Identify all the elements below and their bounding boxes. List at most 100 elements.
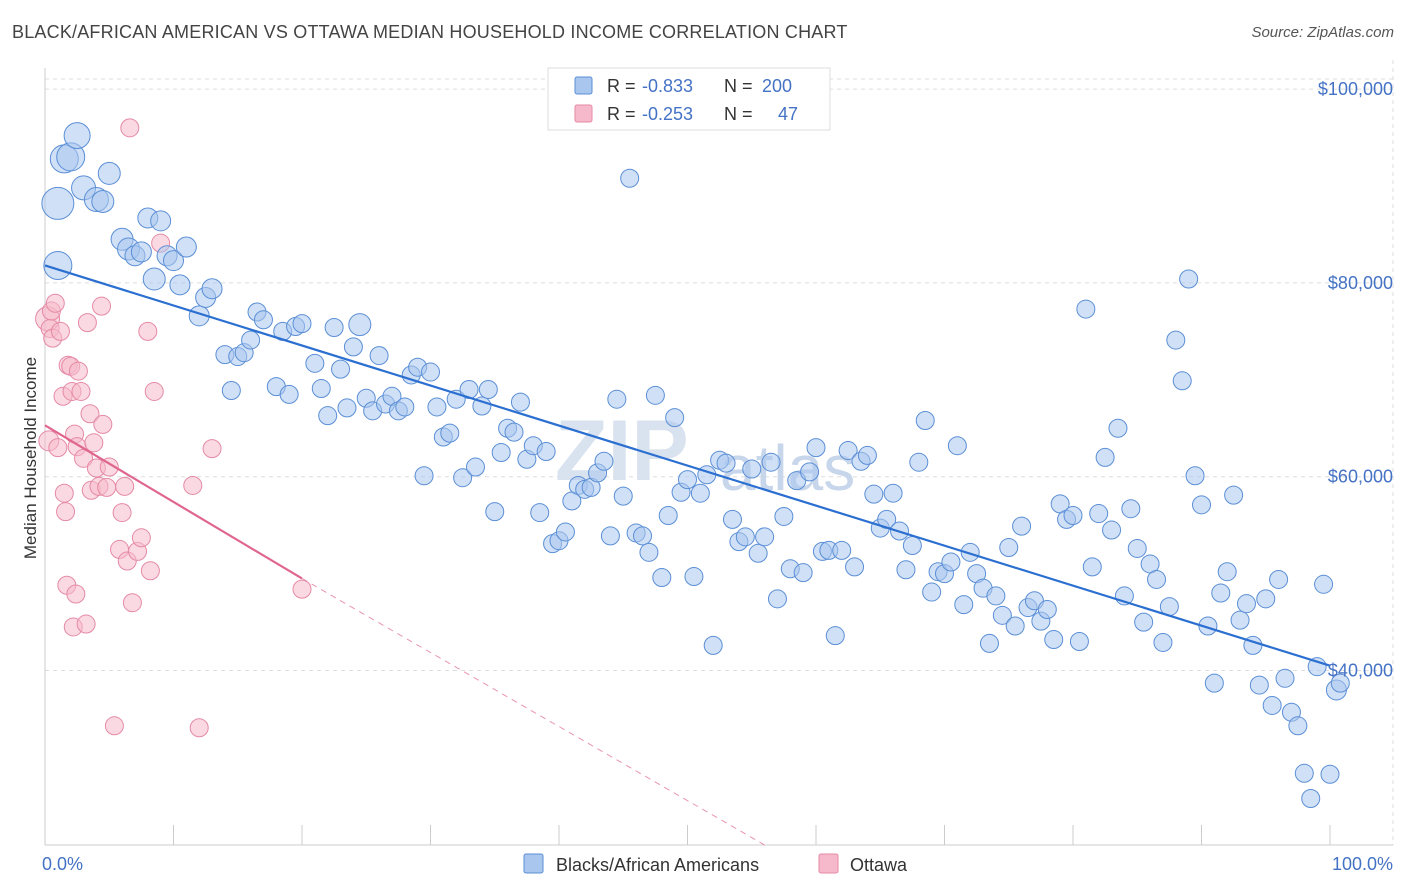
- blue-point-167: [1153, 632, 1173, 652]
- series-legend-label-blue: Blacks/African Americans: [556, 855, 759, 875]
- blue-point-144: [1005, 616, 1025, 636]
- pink-point-31: [97, 477, 117, 497]
- blue-point-86: [633, 526, 653, 546]
- pink-point-33: [104, 716, 124, 736]
- blue-point-1: [41, 186, 75, 220]
- blue-point-4: [63, 122, 91, 150]
- watermark-atlas: atlas: [720, 432, 855, 504]
- legend-r-label-2: R =: [607, 104, 636, 124]
- chart-title: BLACK/AFRICAN AMERICAN VS OTTAWA MEDIAN …: [12, 22, 848, 42]
- legend-box: [547, 67, 831, 131]
- blue-point-42: [348, 313, 372, 337]
- pink-point-38: [120, 118, 140, 138]
- blue-point-180: [1236, 594, 1256, 614]
- blue-point-100: [722, 509, 742, 529]
- legend-swatch-pink: [574, 104, 593, 123]
- blue-point-91: [665, 408, 685, 428]
- blue-point-29: [253, 310, 273, 330]
- pink-point-32: [99, 457, 119, 477]
- y-tick-label-0: $40,000: [1328, 661, 1393, 681]
- pink-point-29: [92, 296, 112, 316]
- blue-point-175: [1204, 673, 1224, 693]
- legend-swatch-blue: [574, 76, 593, 95]
- pink-point-43: [140, 561, 160, 581]
- blue-point-108: [774, 506, 794, 526]
- legend-r-value-1: -0.833: [642, 76, 693, 96]
- blue-point-63: [485, 502, 505, 522]
- blue-point-137: [960, 542, 980, 562]
- blue-point-22: [201, 278, 223, 300]
- blue-point-71: [536, 442, 556, 462]
- blue-point-182: [1249, 675, 1269, 695]
- blue-point-155: [1076, 299, 1096, 319]
- blue-point-104: [748, 543, 768, 563]
- blue-point-112: [800, 462, 820, 482]
- series-legend-swatch-pink: [818, 853, 839, 874]
- blue-point-54: [427, 397, 447, 417]
- pink-point-6: [48, 438, 68, 458]
- blue-point-164: [1134, 612, 1154, 632]
- pink-point-9: [54, 483, 74, 503]
- blue-point-82: [607, 389, 627, 409]
- blue-point-166: [1147, 569, 1167, 589]
- pink-point-5: [45, 293, 65, 313]
- y-tick-label-2: $80,000: [1328, 273, 1393, 293]
- blue-point-145: [1012, 516, 1032, 536]
- blue-point-121: [857, 445, 877, 465]
- blue-point-36: [311, 379, 331, 399]
- ottawa-points: [35, 118, 312, 738]
- blue-point-173: [1192, 495, 1211, 515]
- blue-point-118: [838, 441, 858, 461]
- pink-point-22: [76, 614, 96, 634]
- blue-point-15: [150, 210, 172, 232]
- pink-trend-line: [44, 424, 303, 580]
- pink-point-47: [189, 718, 209, 738]
- blue-point-140: [979, 633, 999, 653]
- pink-point-20: [71, 381, 91, 401]
- blue-point-153: [1063, 505, 1083, 525]
- trend-lines: [44, 264, 1331, 846]
- blue-point-172: [1185, 466, 1205, 486]
- blue-point-107: [767, 589, 787, 609]
- blue-point-116: [825, 626, 845, 646]
- blue-point-195: [1330, 673, 1350, 693]
- blue-point-90: [658, 505, 678, 525]
- blue-point-119: [845, 557, 865, 577]
- blue-point-149: [1037, 600, 1057, 619]
- blue-point-163: [1127, 538, 1147, 558]
- blue-point-60: [465, 457, 485, 477]
- blue-point-27: [241, 330, 261, 350]
- blue-point-56: [440, 423, 460, 443]
- x-tick-label-1: 100.0%: [1332, 854, 1393, 874]
- blue-point-157: [1089, 504, 1109, 524]
- blue-point-178: [1224, 485, 1244, 505]
- pink-point-10: [56, 502, 76, 522]
- legend-n-label-2: N =: [724, 104, 753, 124]
- blue-point-45: [369, 346, 389, 366]
- pink-point-19: [68, 361, 88, 381]
- pink-point-48: [202, 439, 222, 459]
- blue-point-64: [491, 443, 511, 462]
- blue-point-32: [279, 384, 299, 404]
- blue-point-111: [793, 563, 813, 583]
- correlation-legend: R = -0.833 N = 200 R = -0.253 N = 47: [547, 67, 831, 131]
- blue-point-53: [421, 362, 440, 382]
- blue-point-129: [909, 452, 929, 472]
- axes: [44, 68, 1393, 846]
- blue-point-97: [703, 635, 723, 655]
- blue-point-89: [652, 568, 672, 588]
- series-legend: Blacks/African Americans Ottawa: [523, 853, 908, 875]
- legend-r-value-2: -0.253: [642, 104, 693, 124]
- blue-point-176: [1211, 583, 1231, 603]
- pink-trend-extension: [301, 578, 765, 846]
- blue-point-171: [1179, 269, 1199, 289]
- legend-n-value-1: 200: [762, 76, 792, 96]
- blue-point-131: [922, 582, 942, 602]
- blue-point-136: [954, 595, 974, 615]
- blue-point-159: [1102, 520, 1122, 540]
- blue-point-113: [806, 438, 826, 458]
- legend-r-label-1: R =: [607, 76, 636, 96]
- pink-point-39: [122, 593, 142, 613]
- blue-point-103: [742, 459, 762, 479]
- blue-point-183: [1256, 589, 1276, 609]
